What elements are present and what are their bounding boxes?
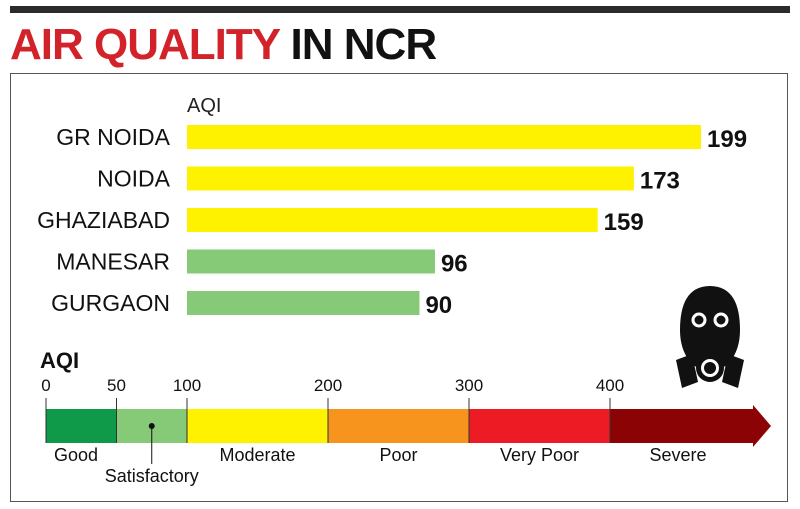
value-label: 96 bbox=[441, 251, 468, 278]
scale-band-label: Satisfactory bbox=[105, 466, 199, 486]
scale-band-label: Severe bbox=[649, 445, 706, 465]
scale-band bbox=[328, 409, 469, 443]
value-label: 159 bbox=[604, 209, 644, 236]
title-rest: IN NCR bbox=[290, 20, 438, 69]
scale-band-label: Good bbox=[54, 445, 98, 465]
value-label: 199 bbox=[707, 126, 747, 153]
value-axis-label: AQI bbox=[187, 95, 221, 117]
top-rule bbox=[10, 6, 790, 13]
scale-band bbox=[469, 409, 610, 443]
scale-tick-label: 0 bbox=[41, 376, 50, 395]
scale-tick-label: 200 bbox=[314, 376, 342, 395]
category-label: MANESAR bbox=[56, 249, 170, 275]
scale-band-label: Very Poor bbox=[500, 445, 579, 465]
scale-band bbox=[610, 405, 771, 447]
category-label: GURGAON bbox=[51, 290, 170, 316]
scale-band-label: Moderate bbox=[219, 445, 295, 465]
scale-tick-label: 300 bbox=[455, 376, 483, 395]
bar bbox=[187, 125, 701, 149]
value-label: 173 bbox=[640, 168, 680, 195]
bars-group: GR NOIDA 199 NOIDA 173 GHAZIABAD 159 MANESAR 96… bbox=[37, 124, 747, 319]
bar bbox=[187, 166, 634, 191]
category-label: NOIDA bbox=[97, 166, 171, 192]
scale-tick-label: 400 bbox=[596, 376, 624, 395]
scale-tick-label: 50 bbox=[107, 376, 126, 395]
value-label: 90 bbox=[425, 292, 452, 319]
category-label: GR NOIDA bbox=[56, 124, 170, 150]
scale-band bbox=[46, 409, 117, 443]
chart-title: AIR QUALITY IN NCR bbox=[10, 20, 438, 70]
scale-band-label: Poor bbox=[379, 445, 417, 465]
scale-band bbox=[187, 409, 328, 443]
title-highlight: AIR QUALITY bbox=[10, 20, 280, 69]
bar bbox=[187, 208, 598, 232]
scale-label: AQI bbox=[40, 348, 79, 373]
scale-tick-label: 100 bbox=[173, 376, 201, 395]
aqi-scale: 0 50 100 200 300 400 Good Satisfactory Moderate P… bbox=[41, 376, 771, 486]
category-label: GHAZIABAD bbox=[37, 207, 170, 233]
bar bbox=[187, 291, 420, 315]
chart-frame bbox=[10, 73, 788, 502]
bar bbox=[187, 249, 435, 274]
gas-mask-icon bbox=[676, 286, 744, 388]
